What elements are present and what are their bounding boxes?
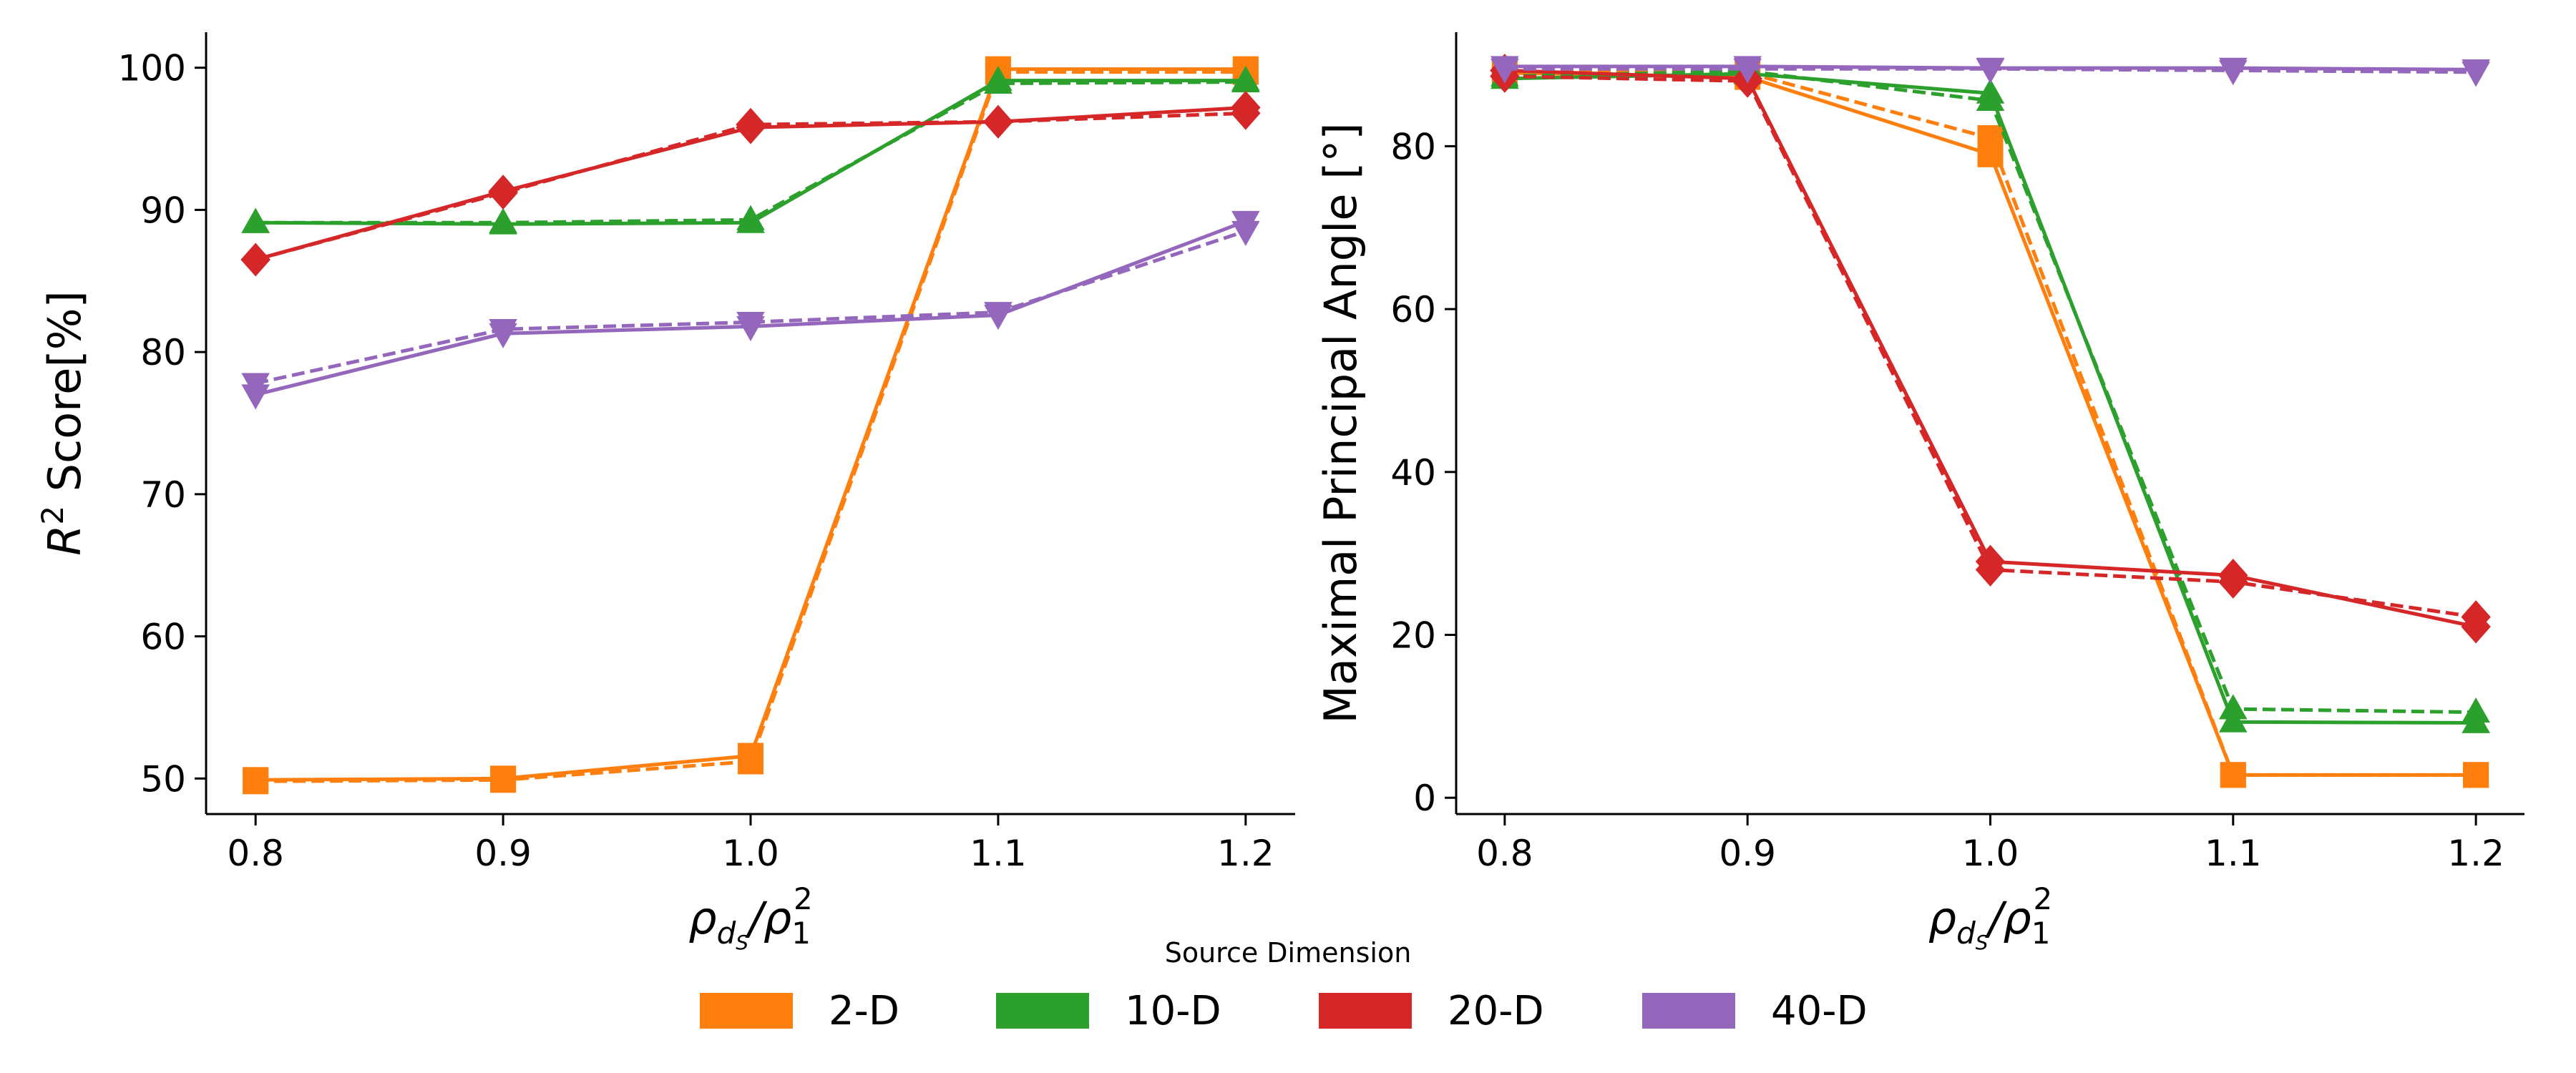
data-point-20d-solid [488,175,518,208]
series-line-40d-dashed [255,229,1246,386]
data-point-10d-solid [241,207,270,233]
data-point-20d-solid [2461,609,2491,644]
data-point-2d-solid [2463,762,2489,788]
data-point-2d-solid [490,765,517,792]
x-axis-label: ρdS/ρ12 [1928,881,2053,954]
legend-title: Source Dimension [1165,937,1412,969]
y-tick-label: 70 [140,474,186,516]
y-tick-label: 90 [140,190,186,231]
data-point-10d-solid [984,65,1013,91]
data-point-10d-solid [1231,65,1260,91]
data-point-40d-solid [1733,56,1762,82]
legend-item-20d: 20-D [1319,988,1544,1034]
x-tick-label: 1.1 [2205,833,2262,874]
data-point-40d-solid [2219,57,2248,83]
x-tick-label: 1.0 [1962,833,2019,874]
right-chart-panel: 0.8 0.9 1.0 1.1 1.2 0 20 40 60 80 Maximal Principa… [1314,32,2524,954]
data-point-40d-solid [241,384,270,410]
y-tick-label: 50 [140,758,186,800]
y-axis-label: R2 Score[%] [35,290,91,555]
data-point-2d-solid [1977,141,2004,167]
data-point-10d-solid [2462,707,2490,733]
x-tick-label: 0.8 [227,833,284,874]
legend-swatch-2d [700,993,793,1029]
x-tick-label: 0.8 [1476,833,1533,874]
data-point-20d-solid [736,110,766,144]
data-point-10d-dashed [2219,694,2248,720]
data-point-20d-solid [1975,544,2006,579]
series-line-10d-solid [255,79,1246,226]
y-tick-label: 80 [1390,126,1436,167]
series-2d [1491,57,2489,788]
legend: Source Dimension 2-D 10-D 20-D 40-D [700,937,1868,1034]
legend-item-2d: 2-D [700,988,899,1034]
x-tick-label: 1.0 [722,833,779,874]
data-point-20d-solid [240,242,270,277]
y-tick-label: 0 [1413,778,1436,819]
legend-item-40d: 40-D [1642,988,1868,1034]
series-40d [241,210,1260,410]
data-point-40d-solid [984,305,1013,330]
data-point-40d-solid [1231,210,1260,237]
legend-label-2d: 2-D [829,988,899,1034]
series-line-10d-dashed [255,80,1246,225]
data-point-2d-solid [243,767,269,793]
data-point-20d-solid [983,104,1013,139]
series-2d [243,56,1259,795]
legend-label-40d: 40-D [1771,988,1868,1034]
series-line-10d-solid [1504,72,2477,725]
y-tick-label: 60 [140,617,186,658]
series-line-2d-solid [1504,71,2477,777]
data-point-40d-solid [1976,57,2005,83]
data-point-2d-solid [2220,762,2246,788]
y-tick-label: 60 [1390,289,1436,330]
series-line-2d-dashed [1504,69,2477,777]
legend-swatch-20d [1319,993,1412,1029]
series-10d [241,65,1260,235]
y-tick-label: 80 [140,332,186,373]
data-point-20d-solid [1231,90,1261,124]
data-point-40d-solid [489,323,517,349]
y-tick-label: 40 [1390,452,1436,494]
data-point-10d-solid [2219,707,2248,733]
x-tick-label: 1.1 [970,833,1027,874]
x-tick-label: 1.2 [2447,833,2504,874]
legend-item-10d: 10-D [996,988,1221,1034]
y-tick-label: 20 [1390,615,1436,657]
legend-swatch-10d [996,993,1089,1029]
y-tick-label: 100 [118,48,186,89]
data-point-40d-solid [736,315,765,342]
left-chart-panel: 0.8 0.9 1.0 1.1 1.2 50 60 70 80 90 100 R2 Score[%] ρ… [35,32,1295,954]
data-point-10d-solid [489,209,517,235]
data-point-20d-solid [2218,559,2248,592]
series-line-2d-dashed [255,70,1246,783]
data-point-40d-solid [1491,56,1519,82]
x-tick-label: 1.2 [1217,833,1274,874]
y-axis-label: Maximal Principal Angle [°] [1314,122,1367,723]
legend-label-20d: 20-D [1448,988,1544,1034]
data-point-10d-solid [1976,78,2005,104]
data-point-40d-solid [2462,59,2490,85]
series-line-2d-solid [255,67,1246,782]
x-tick-label: 0.9 [1719,833,1776,874]
x-axis-label: ρdS/ρ12 [688,881,813,954]
series-40d [1491,56,2490,87]
series-line-10d-dashed [1504,69,2477,715]
legend-swatch-40d [1642,993,1735,1029]
data-point-10d-solid [736,207,765,233]
series-line-40d-solid [255,219,1246,397]
legend-label-10d: 10-D [1125,988,1221,1034]
series-20d [240,90,1261,277]
x-tick-label: 0.9 [474,833,532,874]
data-point-2d-solid [738,743,763,769]
